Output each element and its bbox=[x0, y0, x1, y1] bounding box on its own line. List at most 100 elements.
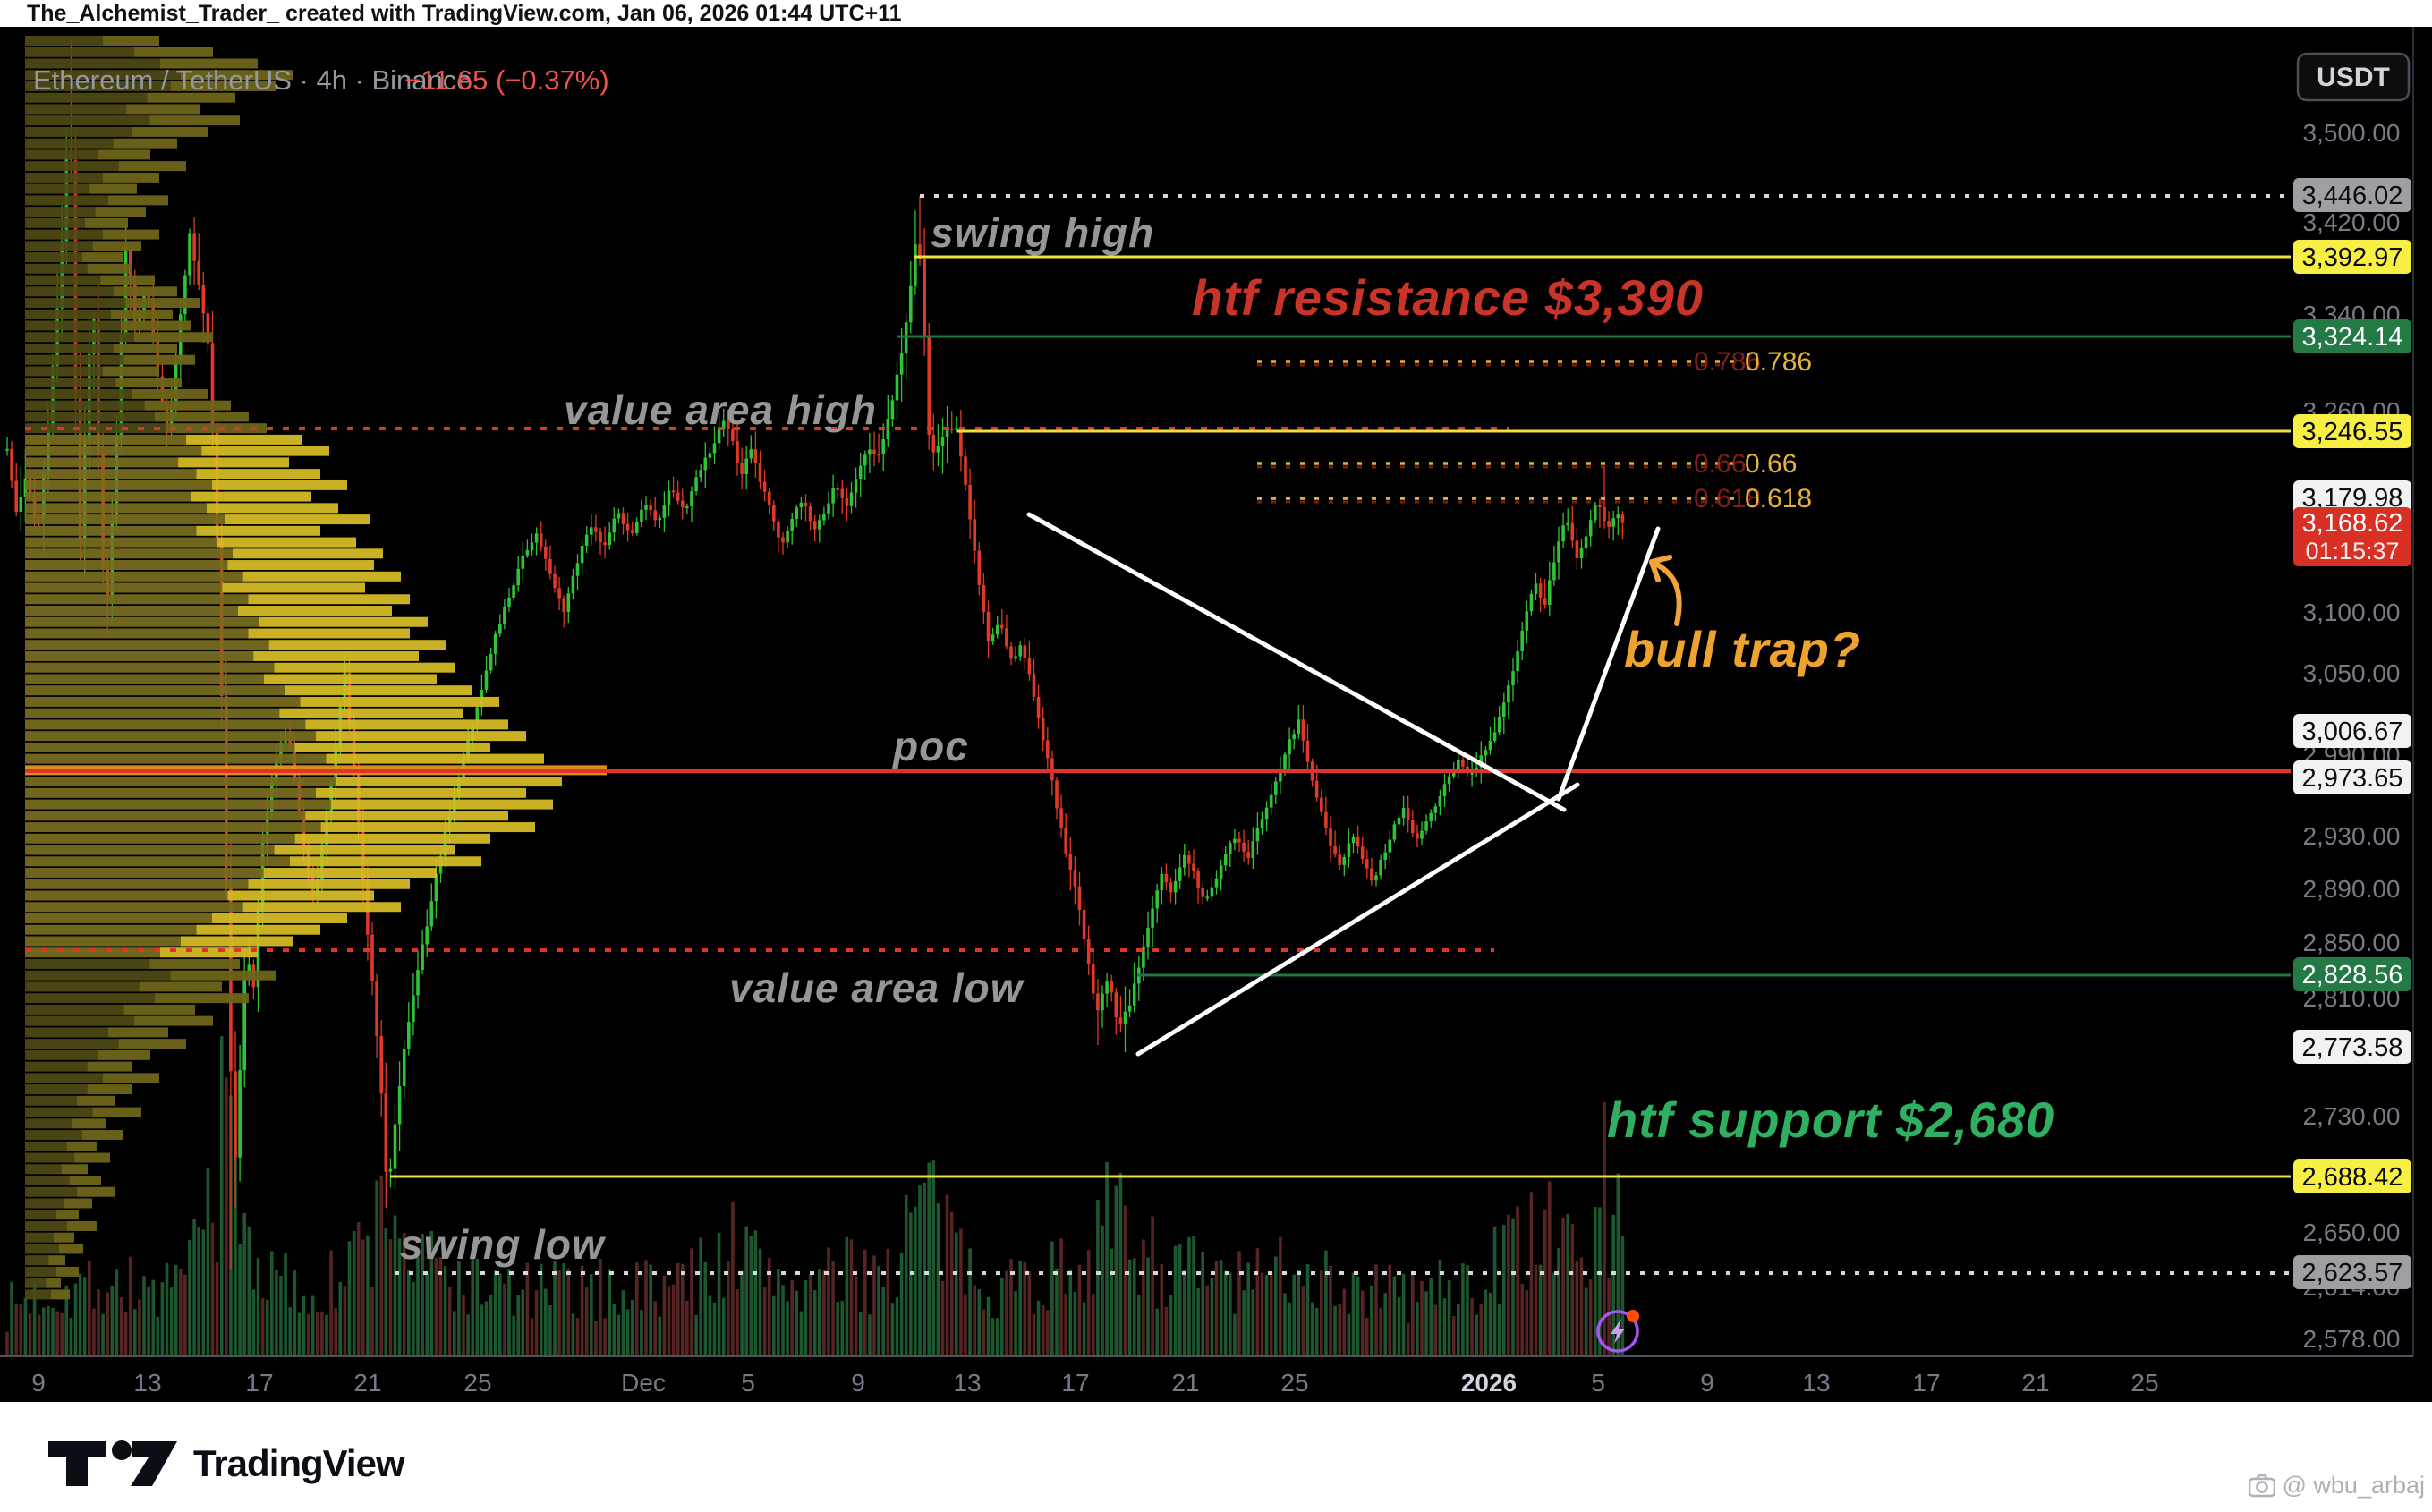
swing-low-text[interactable]: swing low bbox=[400, 1221, 607, 1268]
volume-bar bbox=[1068, 1269, 1073, 1355]
volume-profile-row bbox=[25, 650, 254, 661]
volume-bar bbox=[393, 1215, 397, 1355]
candle-body bbox=[886, 419, 890, 440]
volume-profile-row bbox=[25, 195, 108, 206]
volume-profile-row bbox=[81, 252, 123, 263]
volume-bar bbox=[1264, 1274, 1269, 1355]
value-area-low-text[interactable]: value area low bbox=[729, 964, 1025, 1011]
candle-body bbox=[699, 470, 702, 478]
candle-body bbox=[1420, 830, 1424, 839]
volume-profile-row bbox=[103, 366, 159, 377]
title-bar-text: The_Alchemist_Trader_ created with Tradi… bbox=[27, 0, 902, 26]
bar-countdown-text: 01:15:37 bbox=[2305, 538, 2399, 565]
candle-body bbox=[1264, 807, 1269, 820]
volume-profile-row bbox=[126, 104, 200, 115]
candle-body bbox=[1620, 514, 1625, 523]
volume-bar bbox=[881, 1287, 885, 1355]
volume-bar bbox=[731, 1201, 735, 1355]
candle-body bbox=[1370, 868, 1373, 881]
volume-bar bbox=[1192, 1236, 1195, 1355]
candle-body bbox=[982, 585, 986, 612]
author-watermark[interactable]: @ wbu_arbaj bbox=[2248, 1472, 2425, 1499]
candle-body bbox=[1461, 759, 1465, 767]
price-badge bbox=[2293, 178, 2411, 212]
chart-area[interactable]: 0.786 0.786 0.66 0.66 0.618 0.618 swing high ht… bbox=[0, 27, 2432, 1402]
volume-bar bbox=[1497, 1304, 1501, 1355]
volume-profile-row bbox=[285, 685, 472, 696]
volume-bar bbox=[795, 1290, 799, 1355]
volume-bar bbox=[1242, 1290, 1246, 1355]
volume-profile-row bbox=[242, 902, 401, 913]
volume-profile-row bbox=[98, 149, 150, 160]
candle-body bbox=[1416, 833, 1419, 839]
volume-bar bbox=[649, 1264, 652, 1355]
candle-body bbox=[1201, 888, 1204, 897]
candle-body bbox=[1438, 795, 1442, 807]
swing-high-text[interactable]: swing high bbox=[931, 209, 1154, 256]
currency-button[interactable] bbox=[2296, 52, 2411, 102]
candle-body bbox=[822, 514, 826, 521]
volume-profile-row bbox=[25, 252, 82, 263]
candle-body bbox=[1374, 875, 1378, 881]
volume-profile-row bbox=[233, 548, 383, 559]
fib-shadow-label: 0.66 bbox=[1694, 449, 1746, 479]
price-badge-text: 2,688.42 bbox=[2302, 1163, 2403, 1192]
triangle-upper[interactable] bbox=[1026, 512, 1567, 812]
volume-bar bbox=[1451, 1316, 1456, 1355]
volume-profile-row bbox=[263, 674, 437, 684]
volume-bar bbox=[955, 1232, 958, 1355]
candle-body bbox=[849, 492, 854, 506]
candle-body bbox=[539, 533, 543, 547]
bull-trap-text[interactable]: bull trap? bbox=[1624, 621, 1861, 677]
candle-body bbox=[931, 435, 936, 453]
volume-bar bbox=[188, 1240, 191, 1355]
volume-bar bbox=[284, 1253, 287, 1355]
volume-bar bbox=[1433, 1304, 1438, 1355]
candle-body bbox=[238, 1070, 242, 1158]
volume-profile-row bbox=[92, 241, 141, 251]
candle-body bbox=[662, 505, 667, 518]
volume-profile-row bbox=[331, 799, 553, 810]
candle-body bbox=[1525, 611, 1529, 631]
time-axis[interactable] bbox=[0, 1357, 2432, 1402]
volume-bar bbox=[1461, 1263, 1465, 1355]
volume-bar bbox=[1077, 1264, 1082, 1355]
volume-bar bbox=[429, 1230, 434, 1355]
candle-body bbox=[945, 428, 949, 438]
volume-bar bbox=[973, 1285, 976, 1355]
candle-body bbox=[557, 588, 561, 599]
price-badge-text: 3,168.62 bbox=[2302, 509, 2403, 538]
price-badge bbox=[2293, 760, 2411, 794]
streak-icon[interactable] bbox=[1596, 1310, 1639, 1353]
candle-body bbox=[571, 575, 575, 594]
volume-profile-row bbox=[25, 1027, 108, 1038]
price-badge bbox=[2293, 319, 2411, 353]
bull-trap-arrow[interactable] bbox=[1649, 559, 1682, 626]
candle-body bbox=[804, 502, 808, 507]
volume-bar bbox=[521, 1289, 525, 1355]
candle-body bbox=[1338, 854, 1341, 865]
candle-body bbox=[762, 481, 767, 492]
volume-bar bbox=[489, 1294, 493, 1355]
volume-bar bbox=[1429, 1278, 1433, 1355]
breakout-line[interactable] bbox=[1556, 526, 1661, 802]
volume-bar bbox=[1383, 1293, 1387, 1355]
volume-bar bbox=[55, 1311, 59, 1355]
volume-bar bbox=[1411, 1274, 1415, 1355]
volume-bar bbox=[621, 1290, 625, 1355]
volume-bar bbox=[493, 1269, 497, 1355]
htf-resistance-text[interactable]: htf resistance $3,390 bbox=[1192, 269, 1704, 326]
volume-profile-row bbox=[25, 172, 103, 183]
symbol-title[interactable]: Ethereum / TetherUS · 4h · Binance bbox=[33, 64, 472, 96]
candle-body bbox=[1388, 839, 1392, 853]
value-area-high-text[interactable]: value area high bbox=[564, 386, 877, 433]
candle-body bbox=[753, 449, 758, 463]
volume-bar bbox=[1032, 1313, 1036, 1355]
triangle-lower[interactable] bbox=[1135, 782, 1580, 1057]
poc-text[interactable]: poc bbox=[891, 723, 969, 769]
candle-body bbox=[590, 527, 593, 535]
htf-support-text[interactable]: htf support $2,680 bbox=[1607, 1092, 2054, 1148]
volume-bar bbox=[1333, 1305, 1337, 1355]
tradingview-brand[interactable]: TradingView bbox=[47, 1438, 405, 1490]
